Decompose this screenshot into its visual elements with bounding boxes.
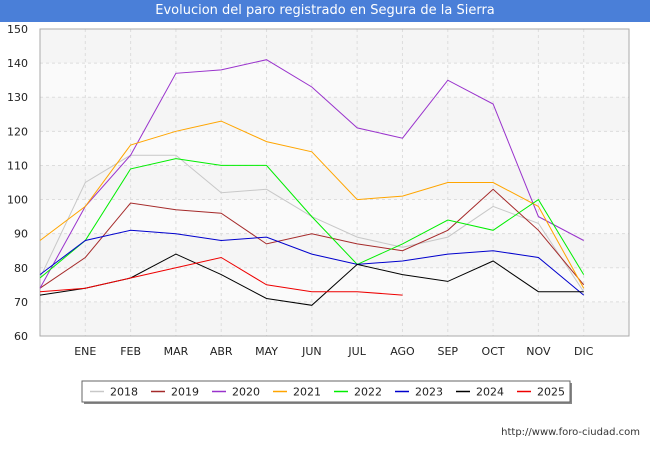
y-tick-label: 120 [7, 125, 28, 138]
y-tick-label: 60 [14, 330, 28, 343]
footer-url: http://www.foro-ciudad.com [501, 427, 640, 438]
plot-band [40, 199, 629, 234]
x-tick-label: JUN [301, 345, 322, 358]
x-tick-label: AGO [390, 345, 415, 358]
x-tick-label: DIC [574, 345, 594, 358]
y-tick-label: 90 [14, 228, 28, 241]
x-tick-label: OCT [482, 345, 505, 358]
y-tick-label: 100 [7, 194, 28, 207]
x-tick-label: SEP [437, 345, 458, 358]
legend-label-2020: 2020 [232, 386, 260, 399]
plot-border [39, 28, 630, 337]
chart-title: Evolucion del paro registrado en Segura … [0, 0, 650, 22]
y-tick-label: 150 [7, 23, 28, 36]
legend-label-2023: 2023 [415, 386, 443, 399]
series-line-2019 [39, 188, 585, 289]
series-line-2020 [39, 59, 584, 289]
legend-label-2021: 2021 [293, 386, 321, 399]
x-tick-label: FEB [120, 345, 141, 358]
x-tick-label: NOV [526, 345, 551, 358]
x-tick-label: MAR [164, 345, 189, 358]
x-tick-label: JUL [347, 345, 366, 358]
y-tick-label: 110 [7, 159, 28, 172]
x-tick-label: MAY [255, 345, 278, 358]
legend-label-2019: 2019 [171, 386, 199, 399]
x-tick-label: ABR [210, 345, 233, 358]
legend-label-2025: 2025 [537, 386, 565, 399]
x-tick-label: ENE [74, 345, 96, 358]
legend-label-2024: 2024 [476, 386, 504, 399]
y-tick-label: 70 [14, 296, 28, 309]
y-tick-label: 140 [7, 57, 28, 70]
series-line-2023 [39, 229, 585, 296]
plot-band [40, 131, 629, 166]
legend-label-2022: 2022 [354, 386, 382, 399]
plot-band [40, 63, 629, 98]
series-line-2021 [39, 120, 585, 289]
series-line-2022 [39, 158, 585, 279]
legend-box [81, 380, 571, 403]
y-tick-label: 130 [7, 91, 28, 104]
legend-label-2018: 2018 [110, 386, 138, 399]
series-line-2025 [39, 256, 403, 296]
y-tick-label: 80 [14, 262, 28, 275]
